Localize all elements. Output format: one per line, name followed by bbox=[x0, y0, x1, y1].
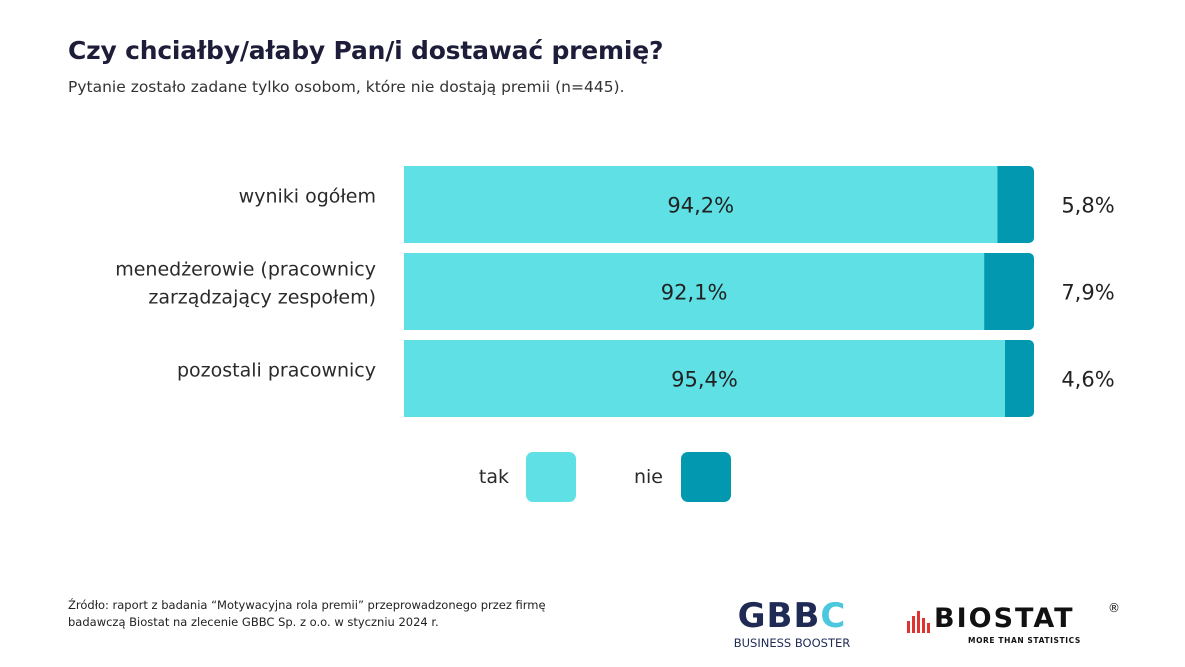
bar-tak-0 bbox=[404, 166, 998, 243]
source-line-1: Źródło: raport z badania “Motywacyjna ro… bbox=[68, 598, 546, 612]
value-label-nie-2: 4,6% bbox=[1061, 368, 1114, 392]
biostat-registered-mark: ® bbox=[1108, 601, 1120, 615]
value-label-tak-1: 92,1% bbox=[661, 281, 728, 305]
value-label-tak-2: 95,4% bbox=[671, 368, 738, 392]
bar-nie-1 bbox=[979, 253, 1034, 330]
source-line-2: badawczą Biostat na zlecenie GBBC Sp. z … bbox=[68, 615, 439, 629]
legend-swatch-tak bbox=[526, 452, 576, 502]
chart-subtitle: Pytanie zostało zadane tylko osobom, któ… bbox=[68, 78, 625, 96]
legend-label-nie: nie bbox=[634, 466, 663, 488]
legend-label-tak: tak bbox=[479, 466, 509, 488]
bar-chart: 94,2% 5,8% wyniki ogółem 92,1% 7,9% menedżero… bbox=[115, 166, 1115, 502]
value-label-tak-0: 94,2% bbox=[667, 194, 734, 218]
category-label-0-0: wyniki ogółem bbox=[239, 186, 376, 208]
biostat-wordmark: BIOSTAT bbox=[934, 603, 1075, 634]
bar-tak-2 bbox=[404, 340, 1006, 417]
value-label-nie-1: 7,9% bbox=[1061, 281, 1114, 305]
gbbc-wordmark: GBBC bbox=[722, 596, 862, 636]
source-note: Źródło: raport z badania “Motywacyjna ro… bbox=[68, 597, 628, 631]
legend-swatch-nie bbox=[681, 452, 731, 502]
category-label-1-1: zarządzający zespołem) bbox=[148, 287, 376, 309]
gbbc-logo: GBBC BUSINESS BOOSTER bbox=[722, 596, 862, 656]
category-label-2-0: pozostali pracownicy bbox=[177, 360, 376, 382]
biostat-bars-icon bbox=[907, 611, 930, 633]
bar-tak-1 bbox=[404, 253, 985, 330]
gbbc-wordmark-accent: C bbox=[820, 596, 847, 636]
biostat-logo: BIOSTAT ® MORE THAN STATISTICS bbox=[906, 601, 1126, 653]
bar-nie-2 bbox=[1000, 340, 1034, 417]
gbbc-wordmark-main: GBB bbox=[737, 596, 821, 636]
bar-nie-0 bbox=[992, 166, 1034, 243]
biostat-tagline: MORE THAN STATISTICS bbox=[968, 636, 1081, 645]
chart-title: Czy chciałby/ałaby Pan/i dostawać premię… bbox=[68, 36, 664, 65]
gbbc-subtitle: BUSINESS BOOSTER bbox=[733, 636, 851, 650]
value-label-nie-0: 5,8% bbox=[1061, 194, 1114, 218]
category-label-1-0: menedżerowie (pracownicy bbox=[115, 259, 376, 281]
